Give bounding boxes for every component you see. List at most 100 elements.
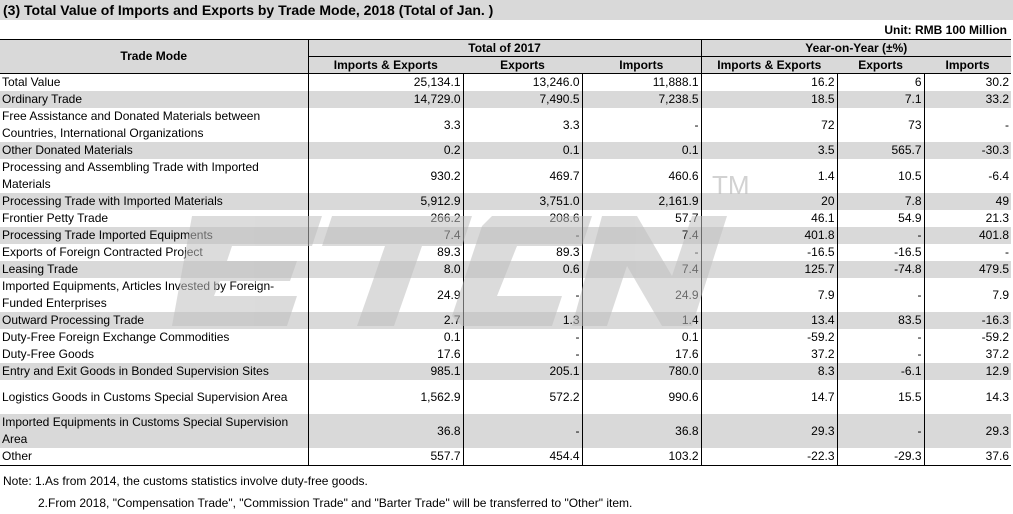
- row-value-cell: 3,751.0: [462, 193, 582, 210]
- row-value-cell: 0.6: [462, 261, 582, 278]
- table-row: Free Assistance and Donated Materials be…: [0, 108, 1012, 142]
- row-value-cell: -: [462, 346, 582, 363]
- row-trade-mode: Duty-Free Foreign Exchange Commodities: [2, 330, 230, 344]
- row-trade-mode: Free Assistance and Donated Materials be…: [2, 109, 261, 140]
- row-value-cell: 103.2: [581, 448, 702, 466]
- row-value-cell: 73: [836, 108, 925, 142]
- row-value-cell: 780.0: [581, 363, 702, 380]
- header-year-on-year: Year-on-Year (±%): [700, 39, 1012, 57]
- row-value-cell: 6: [836, 73, 925, 91]
- row-value-cell: 72: [700, 108, 838, 142]
- table-row: Imported Equipments in Customs Special S…: [0, 414, 1012, 448]
- row-value-cell: 29.3: [923, 414, 1012, 448]
- row-value-cell: 29.3: [700, 414, 838, 448]
- row-value-cell: 33.2: [923, 91, 1012, 108]
- table-title: (3) Total Value of Imports and Exports b…: [0, 0, 1013, 20]
- row-value-cell: 2.7: [307, 312, 463, 329]
- row-value-cell: 14,729.0: [307, 91, 463, 108]
- row-value-cell: 1.3: [462, 312, 582, 329]
- row-value-cell: 0.2: [307, 142, 463, 159]
- row-trade-mode: Other: [0, 448, 308, 466]
- row-value-cell: 13,246.0: [462, 73, 582, 91]
- row-value-cell: 36.8: [581, 414, 702, 448]
- row-value-cell: 15.5: [836, 380, 925, 414]
- row-value-cell: 24.9: [581, 278, 702, 312]
- row-value-cell: 17.6: [307, 346, 463, 363]
- header-trade-mode: Trade Mode: [0, 39, 308, 74]
- row-value-cell: 7,490.5: [462, 91, 582, 108]
- row-value-cell: -: [923, 244, 1012, 261]
- note-2: 2.From 2018, "Compensation Trade", "Comm…: [38, 496, 633, 510]
- row-value-cell: 36.8: [307, 414, 463, 448]
- row-value-cell: 25,134.1: [307, 73, 463, 91]
- row-value-cell: 930.2: [307, 159, 463, 193]
- table-row: Frontier Petty Trade 266.2 208.6 57.7 46.1 54…: [0, 210, 1012, 227]
- row-value-cell: 3.5: [700, 142, 838, 159]
- row-trade-mode: Leasing Trade: [0, 261, 308, 278]
- notes: Note: 1.As from 2014, the customs statis…: [3, 470, 632, 514]
- row-value-cell: 2,161.9: [581, 193, 702, 210]
- table-row: Other Donated Materials 0.2 0.1 0.1 3.5 565.7…: [0, 142, 1012, 159]
- row-value-cell: -16.5: [700, 244, 838, 261]
- row-value-cell: 1.4: [581, 312, 702, 329]
- row-value-cell: -: [836, 346, 925, 363]
- row-value-cell: 8.0: [307, 261, 463, 278]
- row-value-cell: 7.9: [700, 278, 838, 312]
- row-value-cell: 990.6: [581, 380, 702, 414]
- row-trade-mode: Logistics Goods in Customs Special Super…: [2, 389, 288, 404]
- row-value-cell: 7.9: [923, 278, 1012, 312]
- row-value-cell: 7.8: [836, 193, 925, 210]
- row-trade-mode: Exports of Foreign Contracted Project: [2, 245, 203, 259]
- row-value-cell: -6.1: [836, 363, 925, 380]
- row-value-cell: 469.7: [462, 159, 582, 193]
- table-body: Total Value 25,134.1 13,246.0 11,888.1 16.2 6…: [0, 73, 1012, 466]
- row-trade-mode: Processing Trade Imported Equipments: [0, 227, 308, 244]
- row-value-cell: 208.6: [462, 210, 582, 227]
- row-value-cell: 89.3: [307, 244, 463, 261]
- row-value-cell: 125.7: [700, 261, 838, 278]
- row-value-cell: -74.8: [836, 261, 925, 278]
- row-value-cell: 13.4: [700, 312, 838, 329]
- row-value-cell: 565.7: [836, 142, 925, 159]
- row-value-cell: 10.5: [836, 159, 925, 193]
- row-value-cell: -: [923, 108, 1012, 142]
- row-value-cell: 57.7: [581, 210, 702, 227]
- table-row: Exports of Foreign Contracted Project 89.…: [0, 244, 1012, 261]
- unit-label: Unit: RMB 100 Million: [884, 23, 1007, 37]
- row-value-cell: 0.1: [581, 142, 702, 159]
- row-value-cell: 12.9: [923, 363, 1012, 380]
- row-value-cell: 24.9: [307, 278, 463, 312]
- row-value-cell: 401.8: [700, 227, 838, 244]
- row-value-cell: 49: [923, 193, 1012, 210]
- row-value-cell: 3.3: [462, 108, 582, 142]
- row-value-cell: 7,238.5: [581, 91, 702, 108]
- row-value-cell: -22.3: [700, 448, 838, 466]
- row-value-cell: -: [462, 227, 582, 244]
- row-trade-mode: Processing Trade with Imported Materials: [0, 193, 308, 210]
- row-value-cell: 0.1: [462, 142, 582, 159]
- row-trade-mode: Ordinary Trade: [0, 91, 308, 108]
- table-row: Duty-Free Foreign Exchange Commodities 0.…: [0, 329, 1012, 346]
- row-value-cell: -16.3: [923, 312, 1012, 329]
- row-trade-mode: Processing and Assembling Trade with Imp…: [2, 160, 259, 191]
- row-value-cell: 54.9: [836, 210, 925, 227]
- row-value-cell: 985.1: [307, 363, 463, 380]
- row-value-cell: -: [836, 329, 925, 346]
- row-trade-mode: Frontier Petty Trade: [2, 211, 109, 225]
- row-value-cell: 37.6: [923, 448, 1012, 466]
- row-value-cell: 5,912.9: [307, 193, 463, 210]
- row-value-cell: 30.2: [923, 73, 1012, 91]
- row-value-cell: 14.7: [700, 380, 838, 414]
- row-value-cell: 572.2: [462, 380, 582, 414]
- row-value-cell: 0.1: [581, 329, 702, 346]
- header-exports: Exports: [463, 56, 582, 74]
- row-value-cell: 0.1: [307, 329, 463, 346]
- row-value-cell: 3.3: [307, 108, 463, 142]
- row-value-cell: 18.5: [700, 91, 838, 108]
- row-value-cell: -: [581, 108, 702, 142]
- row-trade-mode: Imported Equipments, Articles Invested b…: [2, 279, 275, 310]
- row-value-cell: 11,888.1: [581, 73, 702, 91]
- row-trade-mode: Other Donated Materials: [0, 142, 308, 159]
- row-value-cell: -16.5: [836, 244, 925, 261]
- row-value-cell: 479.5: [923, 261, 1012, 278]
